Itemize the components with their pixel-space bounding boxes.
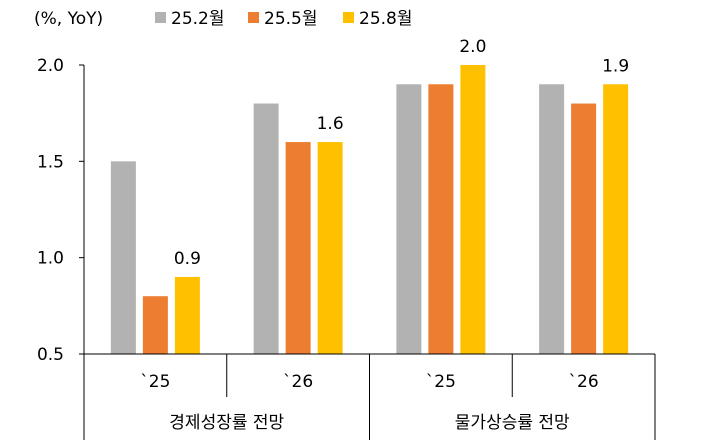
x-category-label-3: `25 bbox=[426, 372, 456, 392]
x-category-label-1: `25 bbox=[140, 372, 170, 392]
legend: 25.2월 25.5월 25.8월 bbox=[155, 9, 413, 29]
bar-3-2 bbox=[317, 142, 343, 354]
data-label-3: 2.0 bbox=[459, 37, 486, 57]
bar-2-1 bbox=[142, 296, 168, 354]
data-label-1: 0.9 bbox=[174, 249, 201, 269]
bars bbox=[110, 65, 629, 355]
x-category-label-4: `26 bbox=[569, 372, 599, 392]
bar-1-2 bbox=[253, 103, 279, 355]
bar-3-1 bbox=[174, 276, 200, 354]
bar-1-1 bbox=[110, 161, 136, 354]
bar-2-2 bbox=[285, 142, 311, 354]
bar-3-4 bbox=[603, 84, 629, 355]
legend-swatch-1 bbox=[155, 12, 166, 23]
y-tick-label-4: 2.0 bbox=[37, 56, 64, 76]
data-label-4: 1.9 bbox=[602, 56, 629, 76]
x-category-label-2: `26 bbox=[283, 372, 313, 392]
legend-label-2: 25.5월 bbox=[264, 9, 318, 29]
x-group-label-1: 경제성장률 전망 bbox=[169, 413, 284, 433]
legend-swatch-3 bbox=[343, 12, 354, 23]
x-axis: `25 `26 `25 `26 경제성장률 전망 물가상승률 전망 bbox=[83, 353, 656, 440]
data-label-2: 1.6 bbox=[317, 114, 344, 134]
bar-3-3 bbox=[460, 65, 486, 354]
bar-2-3 bbox=[428, 84, 454, 355]
bar-1-3 bbox=[396, 84, 422, 355]
y-tick-label-3: 1.5 bbox=[37, 152, 64, 172]
legend-label-3: 25.8월 bbox=[359, 9, 413, 29]
bar-2-4 bbox=[571, 103, 597, 355]
x-group-label-2: 물가상승률 전망 bbox=[455, 413, 570, 433]
y-axis: 0.5 1.0 1.5 2.0 bbox=[37, 56, 85, 365]
y-tick-label-2: 1.0 bbox=[37, 249, 64, 269]
legend-swatch-2 bbox=[248, 12, 259, 23]
data-labels: 0.9 1.6 2.0 1.9 bbox=[174, 37, 629, 269]
legend-label-1: 25.2월 bbox=[171, 9, 225, 29]
y-tick-label-1: 0.5 bbox=[37, 345, 64, 365]
bar-1-4 bbox=[539, 84, 565, 355]
unit-label: (%, YoY) bbox=[34, 9, 103, 29]
